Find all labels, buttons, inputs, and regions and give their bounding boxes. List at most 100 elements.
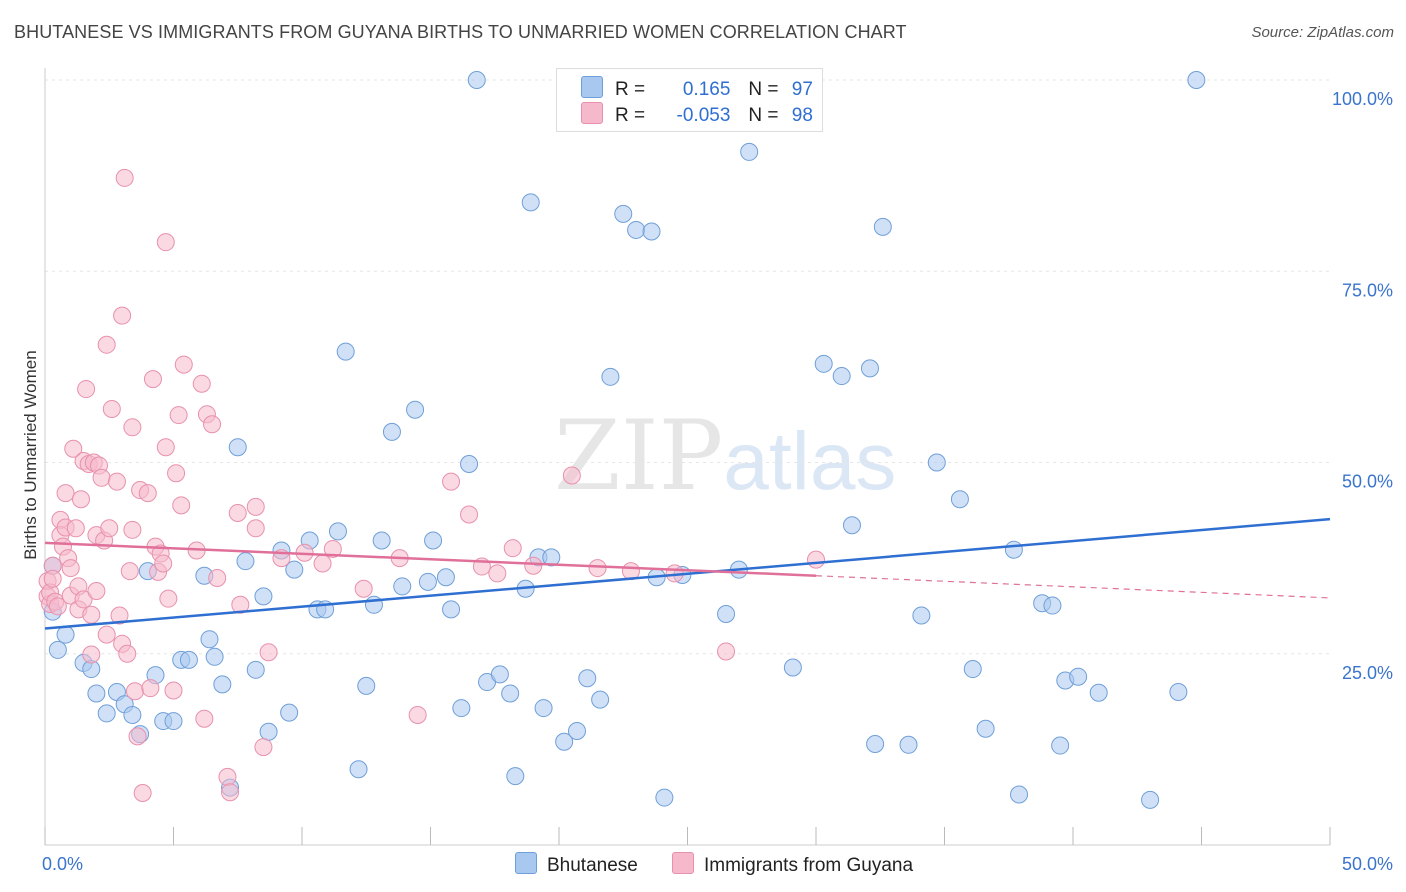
bottom-legend-bhutanese: Bhutanese [515, 852, 638, 877]
y-tick-label: 75.0% [1342, 280, 1393, 300]
data-point [1010, 785, 1029, 804]
data-point [1169, 683, 1188, 701]
data-point [503, 539, 522, 558]
data-point [156, 233, 175, 252]
data-point [56, 625, 75, 644]
legend-r-label: R = [615, 105, 646, 126]
data-point [467, 71, 486, 89]
data-point [349, 760, 368, 779]
data-point [254, 738, 273, 757]
data-point [159, 589, 178, 608]
y-tick-label: 50.0% [1342, 472, 1393, 492]
data-point [452, 699, 471, 718]
legend-r-label: R = [615, 79, 646, 100]
data-point [501, 684, 520, 703]
data-point [442, 472, 461, 491]
data-point [899, 735, 918, 754]
data-point [285, 560, 304, 579]
x-tick-label: 50.0% [1342, 854, 1393, 874]
data-point [488, 564, 507, 583]
data-point [82, 645, 101, 664]
bottom-legend-swatch-bhutanese [515, 852, 537, 874]
correlation-legend: R = 0.165 N = 97 R = -0.053 N = 98 [556, 68, 823, 132]
data-point [842, 516, 861, 535]
data-point [77, 380, 96, 399]
data-point [328, 522, 347, 541]
data-point [591, 690, 610, 709]
data-point [169, 406, 188, 425]
data-point [48, 640, 67, 659]
data-point [195, 709, 214, 728]
data-point [218, 767, 237, 786]
data-point [382, 422, 401, 441]
data-point [1043, 596, 1062, 615]
data-point [120, 562, 139, 581]
trend-lines [44, 517, 1331, 630]
data-point [873, 217, 892, 236]
data-point [141, 679, 160, 698]
bottom-legend-guyana: Immigrants from Guyana [672, 852, 913, 877]
data-point [424, 531, 443, 550]
data-point [372, 531, 391, 550]
legend-r-value: -0.053 [676, 105, 731, 126]
data-point [102, 399, 121, 418]
data-point [927, 453, 946, 472]
data-point [213, 675, 232, 694]
data-point [642, 222, 661, 241]
data-point [66, 519, 85, 538]
data-point [832, 367, 851, 386]
data-point [259, 722, 278, 741]
data-point [87, 582, 106, 601]
data-point [174, 355, 193, 374]
data-point [231, 595, 250, 614]
data-point [115, 168, 134, 187]
data-point [976, 719, 995, 738]
data-point [354, 579, 373, 598]
data-point [71, 490, 90, 509]
data-point [357, 676, 376, 695]
data-point [64, 439, 83, 458]
legend-r-value: 0.165 [682, 79, 731, 100]
data-point [562, 466, 581, 485]
legend-row-guyana: R = -0.053 N = 98 [581, 102, 813, 126]
data-point [61, 559, 80, 578]
data-point [866, 735, 885, 754]
data-point [814, 354, 833, 373]
data-point [860, 359, 879, 378]
data-point [1187, 71, 1206, 89]
watermark-zip: ZIP [554, 400, 724, 512]
bottom-legend-swatch-guyana [672, 852, 694, 874]
chart-title: BHUTANESE VS IMMIGRANTS FROM GUYANA BIRT… [14, 22, 907, 42]
data-point [406, 400, 425, 419]
data-point [228, 438, 247, 457]
data-point [172, 496, 191, 515]
data-point [203, 415, 222, 434]
data-point [43, 569, 62, 588]
data-point [100, 519, 119, 538]
data-point [123, 418, 142, 437]
bottom-legend-label-bhutanese: Bhutanese [547, 855, 638, 876]
data-point [205, 647, 224, 666]
data-point [97, 335, 116, 354]
data-point [97, 704, 116, 723]
watermark: ZIPatlas [554, 400, 896, 512]
data-point [408, 705, 427, 724]
trend-line-guyana [44, 541, 817, 577]
data-point [246, 497, 265, 516]
data-point [588, 559, 607, 578]
data-point [56, 484, 75, 503]
data-point [506, 767, 525, 786]
data-point [555, 732, 574, 751]
legend-n-value: 97 [791, 79, 813, 100]
data-point [912, 606, 931, 625]
series-bhutanese [43, 71, 1206, 809]
data-point [1051, 736, 1070, 755]
data-point [627, 220, 646, 239]
data-point [313, 554, 332, 573]
data-point [717, 604, 736, 623]
data-point [246, 519, 265, 538]
data-point [963, 660, 982, 679]
legend-n-label: N = [748, 79, 779, 100]
data-point [192, 374, 211, 393]
data-point [138, 484, 157, 503]
